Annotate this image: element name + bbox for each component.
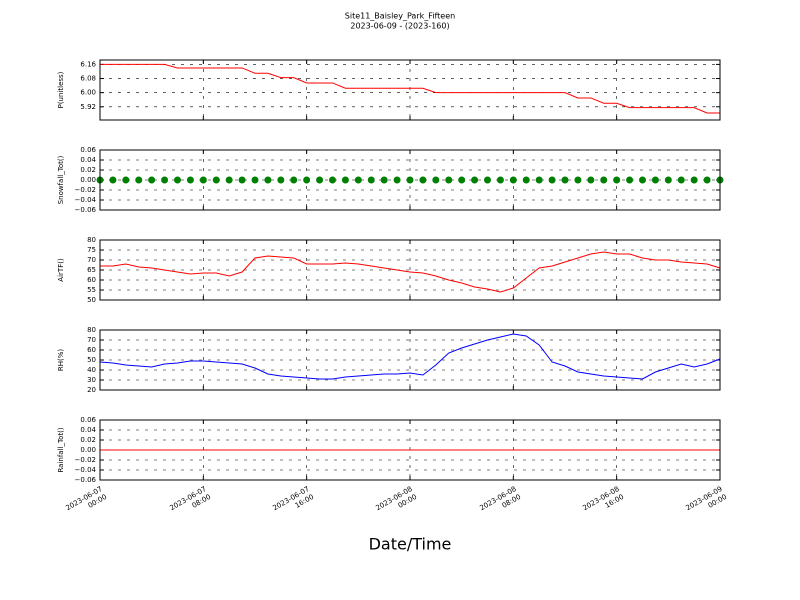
data-point — [341, 176, 349, 184]
y-tick-label: 0.00 — [80, 446, 96, 454]
y-tick-label: 70 — [87, 336, 96, 344]
y-tick-label: −0.06 — [75, 476, 97, 484]
data-point — [496, 176, 504, 184]
y-tick-label: 70 — [87, 256, 96, 264]
y-tick-label: 55 — [87, 286, 96, 294]
data-point — [277, 176, 285, 184]
data-point — [367, 176, 375, 184]
data-point — [238, 176, 246, 184]
data-point — [354, 176, 362, 184]
data-point — [458, 176, 466, 184]
y-tick-label: −0.04 — [75, 196, 97, 204]
data-point — [199, 176, 207, 184]
data-point — [651, 176, 659, 184]
data-point — [432, 176, 440, 184]
data-point — [664, 176, 672, 184]
data-point — [445, 176, 453, 184]
data-point — [522, 176, 530, 184]
y-tick-label: 6.00 — [80, 89, 96, 97]
data-point — [574, 176, 582, 184]
plot-frame — [99, 329, 721, 391]
data-point — [225, 176, 233, 184]
data-point — [316, 176, 324, 184]
y-tick-label: 40 — [87, 366, 96, 374]
data-point — [290, 176, 298, 184]
data-point — [626, 176, 634, 184]
y-tick-label: 0.02 — [80, 166, 96, 174]
plot-frame — [99, 239, 721, 301]
data-point — [587, 176, 595, 184]
data-point — [161, 176, 169, 184]
data-line — [100, 63, 720, 114]
y-tick-label: 50 — [87, 356, 96, 364]
data-point — [303, 176, 311, 184]
data-point — [639, 176, 646, 184]
y-axis-label: AirTF() — [57, 258, 65, 282]
data-point — [148, 176, 156, 184]
y-tick-label: 20 — [87, 386, 96, 394]
data-point — [690, 176, 698, 184]
y-tick-label: 0.02 — [80, 436, 96, 444]
y-axis-label: RH(%) — [57, 349, 65, 372]
data-point — [613, 176, 621, 184]
data-point — [109, 176, 117, 184]
plot-frame — [99, 149, 721, 211]
y-tick-label: 80 — [87, 326, 96, 334]
y-tick-label: 6.16 — [80, 60, 96, 68]
data-point — [703, 176, 711, 184]
data-point — [251, 176, 259, 184]
data-point — [264, 176, 272, 184]
data-point — [174, 176, 181, 184]
y-tick-label: 30 — [87, 376, 96, 384]
data-point — [329, 176, 336, 184]
data-point — [406, 176, 414, 184]
data-point — [509, 176, 517, 184]
data-point — [135, 176, 143, 184]
y-tick-label: 5.92 — [80, 103, 96, 111]
y-tick-label: −0.02 — [75, 186, 96, 194]
y-tick-label: −0.02 — [75, 456, 96, 464]
plot-frame — [99, 59, 721, 121]
y-tick-label: 75 — [87, 246, 96, 254]
y-tick-label: 0.06 — [80, 146, 96, 154]
data-point — [677, 176, 685, 184]
chart-title: Site11_Baisley_Park_Fifteen — [345, 12, 455, 21]
y-tick-label: 0.04 — [80, 156, 96, 164]
data-point — [212, 176, 220, 184]
data-point — [535, 176, 543, 184]
y-tick-label: −0.06 — [75, 206, 97, 214]
data-point — [393, 176, 401, 184]
data-point — [419, 176, 427, 184]
y-tick-label: 60 — [87, 276, 96, 284]
y-tick-label: 0.04 — [80, 426, 96, 434]
chart-subtitle: 2023-06-09 - (2023-160) — [350, 22, 449, 31]
plot-frame — [99, 419, 721, 481]
data-point — [484, 176, 491, 184]
y-tick-label: 6.08 — [80, 75, 96, 83]
x-axis-label: Date/Time — [369, 535, 452, 554]
data-point — [122, 176, 130, 184]
y-tick-label: 60 — [87, 346, 96, 354]
data-point — [561, 176, 569, 184]
data-point — [380, 176, 388, 184]
y-tick-label: −0.04 — [75, 466, 97, 474]
y-axis-label: Snowfall_Tot() — [57, 155, 65, 204]
y-tick-label: 0.00 — [80, 176, 96, 184]
data-point — [548, 176, 556, 184]
data-point — [600, 176, 608, 184]
data-point — [471, 176, 479, 184]
y-tick-label: 65 — [87, 266, 96, 274]
y-tick-label: 80 — [87, 236, 96, 244]
y-axis-label: Rainfall_Tot() — [57, 427, 65, 472]
data-line — [99, 333, 721, 380]
y-tick-label: 50 — [87, 296, 96, 304]
y-tick-label: 0.06 — [80, 416, 96, 424]
y-axis-label: P(unitless) — [57, 71, 65, 108]
data-point — [186, 176, 194, 184]
data-line — [100, 251, 721, 293]
